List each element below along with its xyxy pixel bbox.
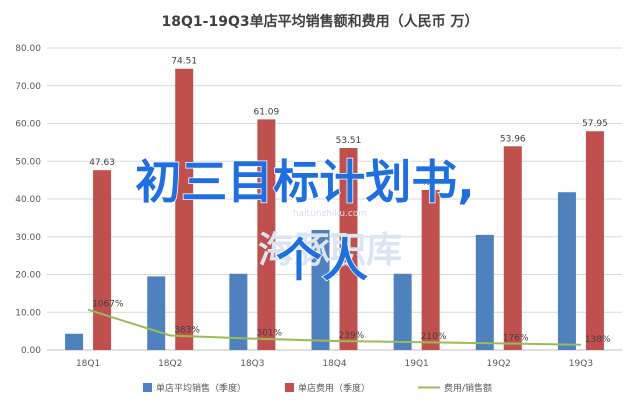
y-tick-label: 30.00 [15, 233, 41, 243]
x-tick-label: 19Q2 [487, 359, 511, 369]
legend-label-ratio: 费用/销售额 [444, 382, 492, 394]
cost-bar-label: 53.96 [500, 134, 526, 144]
y-tick-label: 50.00 [15, 157, 41, 167]
cost-bar [257, 119, 276, 350]
y-tick-label: 0.00 [21, 346, 41, 356]
y-tick-label: 80.00 [15, 44, 41, 54]
data-labels: 47.63 74.51 61.09 53.51 42.4 53.96 57.95 1067% 3… [89, 57, 611, 345]
y-tick-label: 10.00 [15, 308, 41, 318]
y-tick-label: 20.00 [15, 271, 41, 281]
cost-bar [339, 147, 358, 350]
bars [65, 68, 604, 351]
legend-swatch-cost [285, 383, 294, 392]
cost-bar-label: 47.63 [89, 158, 115, 168]
sales-bar [557, 192, 576, 350]
ratio-label: 239% [339, 331, 365, 341]
ratio-line-path [87, 308, 581, 346]
ratio-label: 176% [503, 333, 529, 343]
y-tick-label: 40.00 [15, 195, 41, 205]
chart-title: 18Q1-19Q3单店平均销售额和费用（人民币 万） [162, 13, 479, 30]
x-tick-label: 18Q3 [240, 359, 264, 369]
y-tick-label: 70.00 [15, 82, 41, 92]
ratio-label: 383% [174, 326, 200, 336]
watermark: 海豚职库 haitunzhiku.com [258, 209, 402, 271]
overlay-heading-line1: 初三目标计划书, [135, 155, 474, 209]
x-tick-label: 19Q3 [569, 359, 593, 369]
ratio-label: 210% [421, 332, 447, 342]
ratio-line [87, 308, 581, 346]
sales-bar [65, 333, 84, 350]
cost-bar-label: 53.51 [336, 136, 362, 146]
cost-bar-label: 74.51 [171, 57, 197, 67]
cost-bar-label: 61.09 [253, 107, 279, 117]
gridlines [47, 47, 622, 351]
x-tick-label: 19Q1 [405, 359, 429, 369]
cost-bar [585, 131, 604, 350]
sales-bar [393, 273, 412, 350]
legend-label-sales: 单店平均销售（季度） [156, 382, 246, 394]
cost-bar-label: 57.95 [582, 119, 608, 129]
cost-bar-label: 42.4 [421, 178, 441, 188]
sales-bar [147, 276, 166, 350]
cost-bar [421, 189, 440, 350]
ratio-label: 301% [256, 329, 282, 339]
cost-bar [175, 68, 194, 351]
legend-label-cost: 单店费用（季度） [298, 382, 370, 394]
y-axis-ticks: 0.00 10.00 20.00 30.00 40.00 50.00 60.00 70.00 8… [15, 44, 41, 356]
x-tick-label: 18Q2 [158, 359, 182, 369]
x-axis-ticks: 18Q1 18Q2 18Q3 18Q4 19Q1 19Q2 19Q3 [76, 359, 593, 369]
sales-bar [229, 273, 248, 350]
overlay-heading-line2: 个人 [276, 233, 368, 287]
ratio-label: 138% [585, 335, 611, 345]
legend-swatch-sales [143, 383, 152, 392]
cost-bar [93, 170, 112, 350]
watermark-url: haitunzhiku.com [293, 209, 367, 219]
ratio-label: 1067% [92, 300, 124, 310]
sales-bar [475, 234, 494, 350]
sales-bar [311, 229, 330, 350]
x-tick-label: 18Q4 [322, 359, 347, 369]
y-tick-label: 60.00 [15, 120, 41, 130]
cost-bar [503, 146, 522, 350]
legend: 单店平均销售（季度） 单店费用（季度） 费用/销售额 [143, 382, 492, 394]
x-tick-label: 18Q1 [76, 359, 100, 369]
watermark-text: 海豚职库 [258, 230, 402, 271]
